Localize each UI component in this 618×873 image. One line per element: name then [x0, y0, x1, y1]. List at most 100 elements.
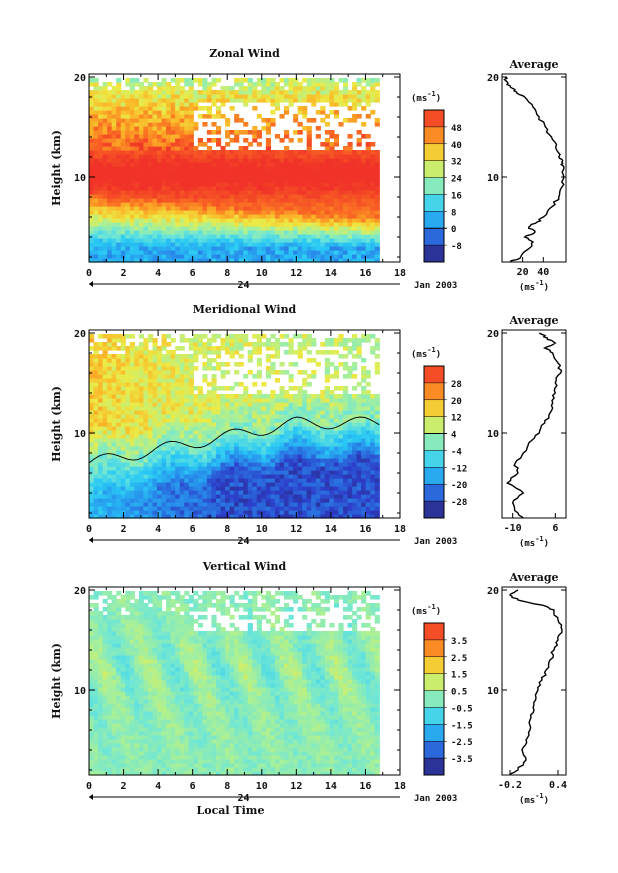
heatmap-cell [202, 78, 208, 83]
heatmap-cell [143, 174, 149, 179]
heatmap-cell [293, 86, 299, 91]
heatmap-cell [147, 234, 154, 239]
heatmap-cell [279, 154, 285, 159]
heatmap-cell [274, 174, 281, 179]
heatmap-cell [116, 434, 122, 439]
heatmap-cell [320, 254, 326, 259]
heatmap-cell [333, 102, 340, 107]
heatmap-cell [306, 258, 312, 263]
heatmap-cell [320, 414, 326, 419]
heatmap-cell [265, 210, 272, 215]
heatmap-cell [329, 142, 335, 147]
heatmap-cell [311, 434, 317, 439]
heatmap-cell [297, 438, 303, 443]
heatmap-cell [202, 418, 208, 423]
x-tick-label: 8 [224, 268, 230, 279]
heatmap-cell [306, 406, 312, 411]
heatmap-cell [342, 194, 349, 199]
heatmap-cell [166, 258, 172, 263]
heatmap-cell [270, 110, 276, 115]
heatmap-cell [225, 214, 231, 219]
heatmap-cell [157, 418, 163, 423]
heatmap-cell [116, 106, 122, 111]
heatmap-cell [284, 514, 290, 519]
heatmap-cell [184, 102, 190, 107]
heatmap-cell [265, 346, 272, 351]
heatmap-cell [238, 466, 244, 471]
heatmap-cell [175, 98, 181, 103]
heatmap-cell [288, 214, 294, 219]
heatmap-cell [356, 154, 362, 159]
heatmap-cell [315, 154, 321, 159]
heatmap-cell [215, 334, 222, 339]
heatmap-cell [234, 138, 240, 143]
heatmap-cell [247, 158, 253, 163]
heatmap-cell [161, 454, 167, 459]
heatmap-cell [102, 406, 108, 411]
heatmap-cell [161, 214, 167, 219]
heatmap-cell [125, 170, 131, 175]
heatmap-cell [220, 374, 226, 379]
heatmap-cell [89, 250, 95, 255]
heatmap-cell [125, 146, 131, 151]
heatmap-cell [324, 358, 330, 363]
heatmap-cell [342, 426, 349, 431]
heatmap-cell [147, 150, 154, 155]
heatmap-cell [265, 170, 272, 175]
heatmap-cell [157, 354, 163, 359]
heatmap-cell [147, 242, 154, 247]
heatmap-cell [179, 158, 185, 163]
heatmap-cell [125, 398, 131, 403]
heatmap-cell [147, 178, 154, 183]
heatmap-cell [197, 442, 203, 447]
heatmap-cell [297, 390, 303, 395]
heatmap-cell [202, 142, 208, 147]
heatmap-cell [166, 402, 172, 407]
heatmap-cell [202, 162, 208, 167]
heatmap-cell [129, 106, 135, 111]
heatmap-cell [98, 146, 104, 151]
heatmap-cell [134, 382, 140, 387]
heatmap-cell [107, 102, 113, 107]
heatmap-cell [120, 358, 126, 363]
heatmap-cell [243, 506, 249, 511]
heatmap-cell [89, 426, 95, 431]
heatmap-cell [161, 506, 167, 511]
heatmap-cell [188, 106, 194, 111]
heatmap-cell [333, 410, 340, 415]
heatmap-cell [188, 398, 194, 403]
heatmap-cell [166, 426, 172, 431]
heatmap-cell [297, 354, 303, 359]
heatmap-cell [215, 346, 222, 351]
heatmap-cell [238, 494, 244, 499]
heatmap-cell [157, 478, 163, 483]
heatmap-cell [93, 450, 99, 455]
heatmap-cell [293, 78, 299, 83]
heatmap-cell [143, 350, 149, 355]
heatmap-cell [138, 390, 145, 395]
heatmap-cell [175, 122, 181, 127]
heatmap-cell [98, 226, 104, 231]
heatmap-cell [152, 182, 158, 187]
heatmap-cell [89, 334, 95, 339]
heatmap-cell [234, 430, 240, 435]
heatmap-cell [102, 514, 108, 519]
heatmap-cell [116, 386, 122, 391]
heatmap-cell [338, 218, 344, 223]
heatmap-cell [193, 506, 199, 511]
heatmap-cell [265, 118, 272, 123]
heatmap-cell [324, 370, 330, 375]
heatmap-cell [93, 458, 99, 463]
heatmap-cell [284, 110, 290, 115]
heatmap-cell [206, 138, 213, 143]
heatmap-cell [315, 450, 321, 455]
heatmap-cell [107, 414, 113, 419]
heatmap-cell [315, 478, 321, 483]
heatmap-cell [157, 166, 163, 171]
heatmap-cell [324, 226, 330, 231]
heatmap-cell [179, 490, 185, 495]
heatmap-cell [297, 410, 303, 415]
heatmap-cell [370, 94, 376, 99]
heatmap-cell [102, 438, 108, 443]
heatmap-cell [342, 438, 349, 443]
